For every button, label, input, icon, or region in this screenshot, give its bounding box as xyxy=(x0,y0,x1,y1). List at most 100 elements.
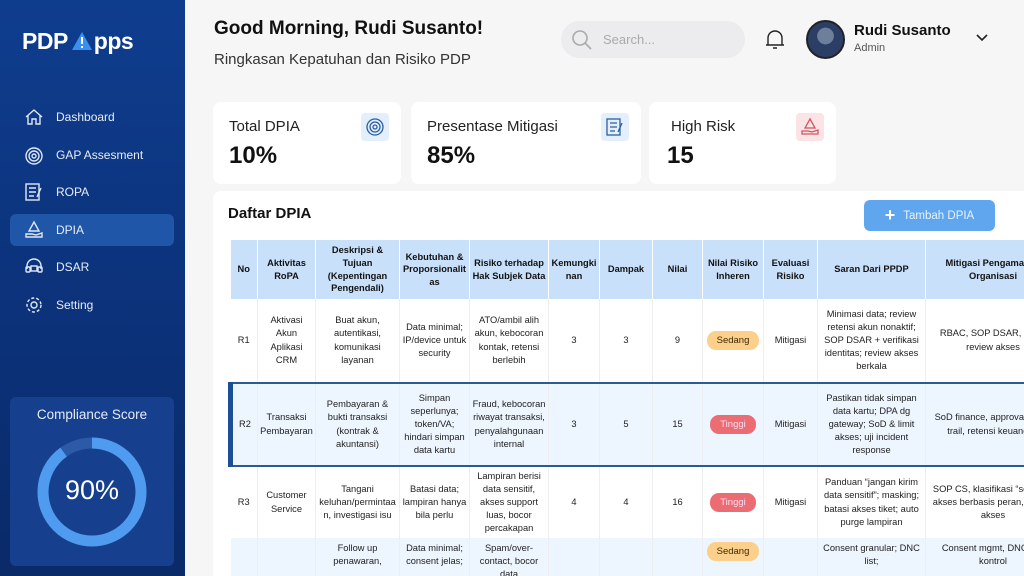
search-placeholder: Search... xyxy=(603,32,656,47)
table-cell xyxy=(257,538,316,576)
card-value: 10% xyxy=(229,142,278,169)
avatar[interactable] xyxy=(806,20,845,59)
table-cell xyxy=(230,538,258,576)
sidebar-item-label: Dashboard xyxy=(56,110,115,124)
table-cell: Data minimal; consent jelas; xyxy=(399,538,470,576)
table-cell xyxy=(548,538,600,576)
column-header[interactable]: Nilai Risiko Inheren xyxy=(702,240,764,299)
table-row[interactable]: R1 Aktivasi Akun Aplikasi CRM Buat akun, a… xyxy=(230,299,1024,383)
table-cell: 3 xyxy=(548,382,600,467)
column-header[interactable]: Deskripsi & Tujuan (Kepentingan Pengenda… xyxy=(315,240,400,299)
warning-hand-icon xyxy=(796,113,824,141)
table-cell xyxy=(652,538,703,576)
compliance-score-title: Compliance Score xyxy=(36,407,148,422)
gear-icon xyxy=(26,296,42,313)
table-cell: Buat akun, autentikasi, komunikasi layan… xyxy=(315,299,400,383)
column-header[interactable]: Risiko terhadap Hak Subjek Data xyxy=(469,240,549,299)
sidebar-item-setting[interactable]: Setting xyxy=(10,289,174,321)
sidebar: PDP pps Dashboard GAP Assesment ROPA DPI… xyxy=(0,0,185,576)
table-cell: Batasi data; lampiran hanya bila perlu xyxy=(399,466,470,538)
column-header[interactable]: Mitigasi Pengamanan Organisasi xyxy=(925,240,1024,299)
table-row[interactable]: Follow up penawaran, Data minimal; consen… xyxy=(230,538,1024,576)
column-header[interactable]: Kemungkinan xyxy=(548,240,600,299)
column-header[interactable]: Saran Dari PPDP xyxy=(817,240,926,299)
sidebar-item-label: ROPA xyxy=(56,185,90,199)
card-high-risk: High Risk 15 xyxy=(649,102,836,184)
app-logo[interactable]: PDP pps xyxy=(22,28,134,55)
warning-hand-icon xyxy=(25,220,43,238)
table-cell: 3 xyxy=(548,299,600,383)
table-cell: Pembayaran & bukti transaksi (kontrak & … xyxy=(315,382,400,467)
card-value: 85% xyxy=(427,142,476,169)
card-value: 15 xyxy=(667,142,694,169)
column-header[interactable]: Aktivitas RoPA xyxy=(257,240,316,299)
checklist-icon xyxy=(601,113,629,141)
sidebar-item-label: DPIA xyxy=(56,222,85,237)
user-name: Rudi Susanto xyxy=(854,22,951,39)
table-cell: SOP CS, klasifikasi “sensitif”, akses be… xyxy=(925,466,1024,538)
column-header[interactable]: Dampak xyxy=(599,240,653,299)
column-header[interactable]: Nilai xyxy=(652,240,703,299)
card-label: Total DPIA xyxy=(229,118,300,135)
card-presentase-mitigasi: Presentase Mitigasi 85% xyxy=(411,102,641,184)
table-cell: Consent mgmt, DNC list, kontrol xyxy=(925,538,1024,576)
risk-badge: Sedang xyxy=(706,330,760,351)
table-cell xyxy=(599,538,653,576)
add-dpia-label: Tambah DPIA xyxy=(903,209,975,222)
logo-text: PDP xyxy=(22,28,68,54)
risk-badge: Tinggi xyxy=(710,492,756,513)
column-header[interactable]: No xyxy=(230,240,258,299)
greeting-title: Good Morning, Rudi Susanto! xyxy=(214,18,484,39)
table-row[interactable]: R3 Customer Service Tangani keluhan/permin… xyxy=(230,466,1024,538)
compliance-score-value: 90% xyxy=(64,475,120,505)
column-header[interactable]: Kebutuhan & Proporsionalitas xyxy=(399,240,470,299)
compliance-score-ring xyxy=(37,437,147,547)
table-cell: 4 xyxy=(599,466,653,538)
table-cell: Minimasi data; review retensi akun nonak… xyxy=(817,299,926,383)
table-cell: Sedang xyxy=(702,538,764,576)
table-cell: Panduan “jangan kirim data sensitif”; ma… xyxy=(817,466,926,538)
table-row[interactable]: R2 Transaksi Pembayaran Pembayaran & bukti… xyxy=(228,382,1024,467)
checklist-icon xyxy=(25,183,42,201)
home-icon xyxy=(25,109,43,125)
column-header[interactable]: Evaluasi Risiko xyxy=(763,240,818,299)
table-cell: R2 xyxy=(228,382,258,467)
headset-icon xyxy=(25,258,43,273)
table-cell: Consent granular; DNC list; xyxy=(817,538,926,576)
add-dpia-button[interactable]: + Tambah DPIA xyxy=(864,200,995,231)
target-icon xyxy=(361,113,389,141)
table-cell: 16 xyxy=(652,466,703,538)
sidebar-item-dpia[interactable]: DPIA xyxy=(10,213,174,246)
table-cell: SoD finance, approval, audit trail, rete… xyxy=(925,382,1024,467)
sidebar-item-label: GAP Assesment xyxy=(56,147,144,162)
sidebar-item-gap-assesment[interactable]: GAP Assesment xyxy=(10,139,174,171)
dpia-table: No Aktivitas RoPA Deskripsi & Tujuan (Kepe… xyxy=(228,240,1024,576)
sidebar-item-dsar[interactable]: DSAR xyxy=(10,251,174,283)
table-cell: 9 xyxy=(652,299,703,383)
card-label: Presentase Mitigasi xyxy=(427,118,558,135)
table-cell: Spam/over-contact, bocor data xyxy=(469,538,549,576)
compliance-score-arc xyxy=(37,437,147,547)
table-cell: Simpan seperlunya; token/VA; hindari sim… xyxy=(399,382,470,467)
target-icon xyxy=(25,146,43,165)
bell-icon[interactable] xyxy=(762,26,788,52)
table-cell: Fraud, kebocoran riwayat transaksi, peny… xyxy=(469,382,549,467)
search-input[interactable]: Search... xyxy=(561,21,745,58)
table-cell xyxy=(763,538,818,576)
table-cell: Lampiran berisi data sensitif, akses sup… xyxy=(469,466,549,538)
sidebar-item-label: DSAR xyxy=(56,260,90,274)
user-role: Admin xyxy=(854,42,886,54)
logo-text: pps xyxy=(93,28,134,54)
table-cell: 3 xyxy=(599,299,653,383)
search-icon xyxy=(572,29,592,50)
sidebar-item-ropa[interactable]: ROPA xyxy=(10,176,174,208)
plus-icon: + xyxy=(884,205,896,225)
sidebar-item-dashboard[interactable]: Dashboard xyxy=(10,101,174,133)
table-cell: RBAC, SOP DSAR, NDA, review akses xyxy=(925,299,1024,383)
table-cell: 4 xyxy=(548,466,600,538)
table-header-row: No Aktivitas RoPA Deskripsi & Tujuan (Kepe… xyxy=(230,240,1024,299)
table-cell: 5 xyxy=(599,382,653,467)
table-cell: Tinggi xyxy=(702,382,764,467)
chevron-down-icon[interactable] xyxy=(975,33,989,43)
dpia-table-panel: Daftar DPIA + Tambah DPIA No Aktivitas RoP… xyxy=(213,191,1024,576)
